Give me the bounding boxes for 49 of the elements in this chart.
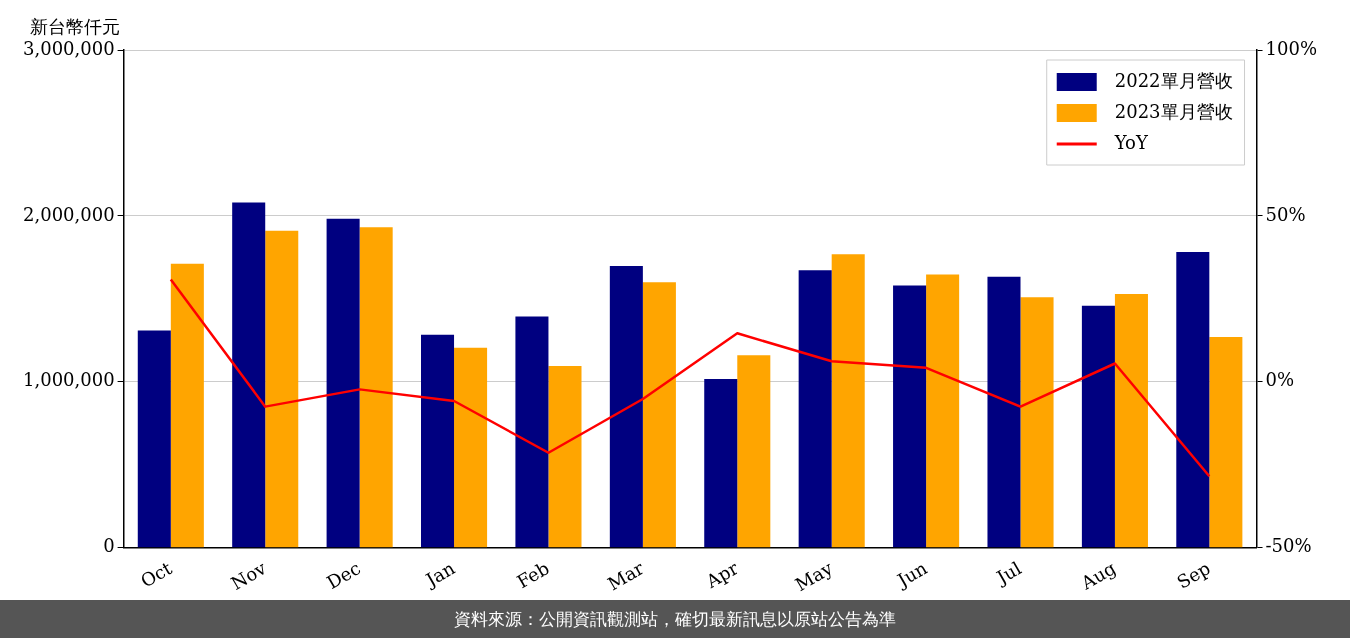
bar — [642, 282, 676, 548]
bar — [170, 263, 204, 548]
bar — [454, 347, 488, 548]
x-tick-label: May — [791, 556, 837, 596]
bar — [1020, 297, 1054, 548]
x-tick-label: Jan — [420, 557, 459, 592]
bar — [893, 285, 927, 548]
bar — [548, 365, 582, 548]
bar — [831, 254, 865, 548]
bar — [609, 265, 643, 548]
source-note: 資料來源：公開資訊觀測站，確切最新訊息以原站公告為準 — [0, 600, 1350, 638]
bar — [265, 230, 299, 548]
x-tick-label: Apr — [701, 557, 742, 593]
x-tick-label: Aug — [1076, 557, 1120, 595]
bar — [232, 202, 266, 548]
y2-tick-label: 0% — [1265, 369, 1295, 391]
y2-tick-label: 50% — [1265, 203, 1306, 225]
x-tick-label: Sep — [1173, 557, 1214, 593]
x-tick-label: Oct — [136, 556, 176, 592]
x-tick-label: Dec — [323, 557, 364, 594]
bar — [1081, 305, 1115, 548]
y2-tick-label: 100% — [1265, 37, 1318, 59]
x-tick-label: Feb — [513, 557, 553, 593]
x-tick-label: Jun — [891, 557, 931, 592]
x-tick-label: Nov — [227, 556, 271, 594]
bar — [798, 270, 832, 548]
bar — [326, 218, 360, 548]
bar — [359, 227, 393, 548]
y-tick-label: 2,000,000 — [23, 203, 115, 225]
bar — [1176, 252, 1210, 548]
y-tick-label: 1,000,000 — [23, 369, 115, 391]
y-tick-label: 3,000,000 — [23, 37, 115, 59]
legend-label: 2022單月營收 — [1114, 69, 1233, 91]
bar — [1209, 336, 1243, 548]
y2-tick-label: -50% — [1265, 535, 1312, 557]
bar — [421, 334, 455, 548]
bar — [737, 355, 771, 548]
y-axis-title: 新台幣仟元 — [30, 15, 120, 37]
bar — [1114, 294, 1148, 548]
y-tick-label: 0 — [103, 535, 115, 557]
legend-label: YoY — [1113, 131, 1149, 153]
x-tick-label: Jul — [991, 557, 1026, 589]
bar — [926, 274, 960, 548]
bar — [137, 330, 171, 548]
bar — [987, 276, 1021, 548]
x-tick-label: Mar — [604, 557, 648, 595]
bar — [704, 378, 738, 548]
legend-label: 2023單月營收 — [1114, 100, 1233, 122]
bar — [515, 316, 549, 548]
